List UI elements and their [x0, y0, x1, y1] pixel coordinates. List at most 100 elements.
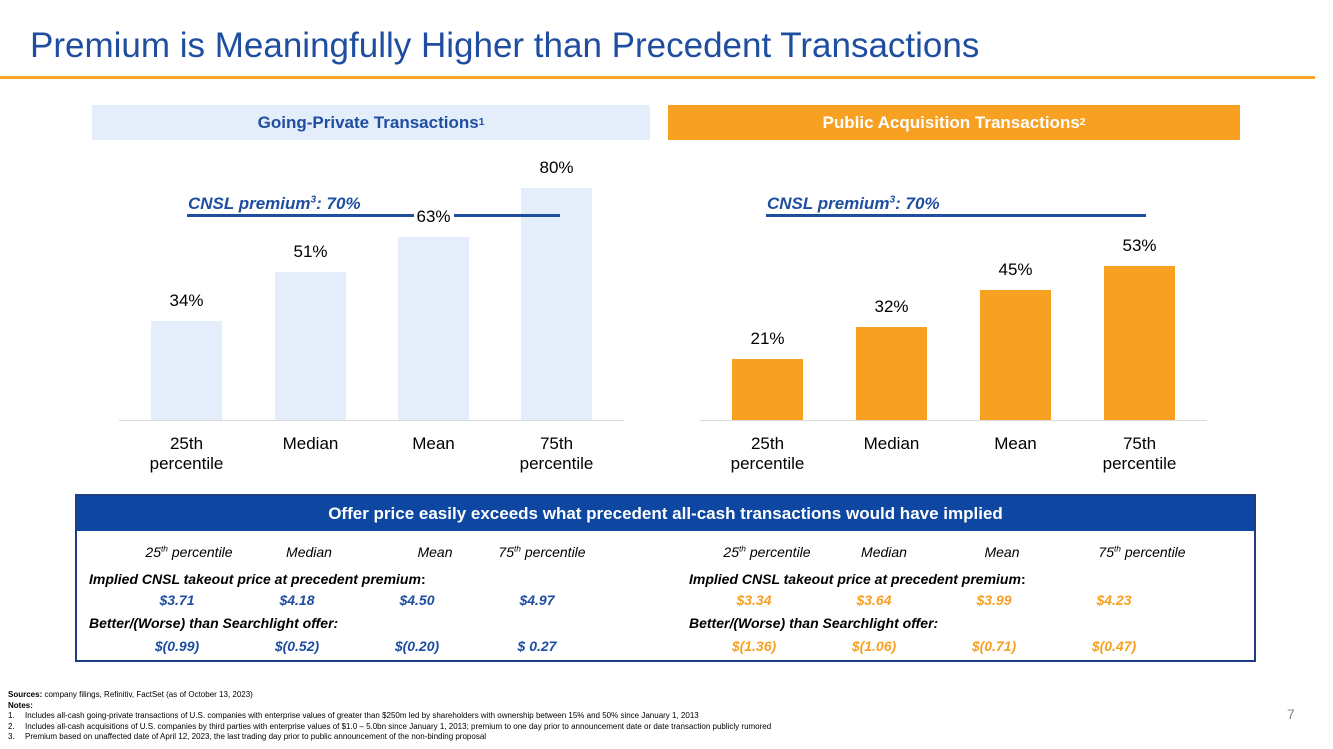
note-text: Includes all-cash going-private transact… — [25, 711, 699, 720]
notes-label: Notes — [8, 700, 31, 710]
page-number: 7 — [1287, 706, 1295, 722]
footnotes: Sources: company filings, Refinitiv, Fac… — [8, 690, 772, 743]
implied-price-label: Implied CNSL takeout price at precedent … — [89, 571, 426, 587]
column-label: 75 — [498, 544, 514, 560]
better-worse-right: $(0.47) — [1091, 638, 1137, 654]
category-line-1: 75th — [1122, 434, 1157, 453]
column-label-suffix: percentile — [1120, 544, 1186, 560]
cnsl-label: CNSL premium — [188, 194, 311, 213]
category-line-2: percentile — [149, 454, 224, 473]
category-line-1: Median — [282, 434, 339, 453]
note-number: 1. — [8, 711, 15, 720]
implied-price-left: $4.18 — [279, 592, 315, 608]
better-worse-left: $(0.20) — [394, 638, 440, 654]
implied-price-label: Implied CNSL takeout price at precedent … — [689, 571, 1026, 587]
footnote-ref: 3 — [310, 194, 317, 206]
bar-3 — [980, 289, 1051, 420]
category-label: Median — [251, 434, 371, 454]
value-label: 53% — [1119, 236, 1160, 257]
bar-1 — [151, 321, 222, 420]
value-label: 34% — [166, 291, 207, 312]
implied-price-left: $3.71 — [159, 592, 195, 608]
x-axis — [700, 420, 1207, 421]
column-header: 75th percentile — [1072, 544, 1212, 560]
cnsl-value: : 70% — [895, 194, 940, 213]
column-header: Median — [239, 544, 379, 560]
public-acquisition-header: Public Acquisition Transactions 2 — [668, 105, 1240, 140]
column-sup: th — [513, 543, 521, 554]
column-header: 75th percentile — [472, 544, 612, 560]
column-header: Median — [814, 544, 954, 560]
category-label: 25th percentile — [127, 434, 247, 474]
column-label: Median — [286, 544, 332, 560]
note-item: 2. Includes all-cash acquisitions of U.S.… — [8, 722, 771, 733]
category-label: Mean — [956, 434, 1076, 454]
going-private-header: Going-Private Transactions 1 — [92, 105, 650, 140]
note-number: 2. — [8, 721, 15, 731]
column-label: Mean — [984, 544, 1020, 560]
column-label: 25 — [145, 544, 161, 560]
value-label: 45% — [995, 259, 1036, 280]
category-line-1: Mean — [412, 434, 455, 453]
value-label: 21% — [747, 329, 788, 350]
better-worse-right: $(0.71) — [971, 638, 1017, 654]
column-label: Mean — [417, 544, 453, 560]
note-text: Premium based on unaffected date of Apri… — [25, 732, 487, 741]
column-label-suffix: percentile — [520, 544, 586, 560]
colon: : — [420, 571, 426, 587]
note-number: 3. — [8, 732, 15, 741]
better-worse-left: $(0.99) — [154, 638, 200, 654]
bar-4 — [521, 188, 592, 420]
note-item: 3. Premium based on unaffected date of Ap… — [8, 732, 771, 743]
column-sup: th — [1113, 543, 1121, 554]
cnsl-value: : 70% — [316, 194, 361, 213]
implied-price-right: $4.23 — [1096, 592, 1132, 608]
category-label: Mean — [374, 434, 494, 454]
cnsl-premium-line-left — [187, 214, 560, 217]
category-label: 25th percentile — [708, 434, 828, 474]
column-label: 75 — [1098, 544, 1114, 560]
colon: : — [1020, 571, 1026, 587]
value-label: 32% — [871, 297, 912, 318]
implied-price-right: $3.64 — [856, 592, 892, 608]
category-line-1: 75th — [539, 434, 574, 453]
category-line-1: Median — [863, 434, 920, 453]
sources-text: company filings, Refinitiv, FactSet (as … — [42, 690, 253, 699]
note-item: 1. Includes all-cash going-private transa… — [8, 711, 771, 722]
cnsl-premium-line-right — [766, 214, 1146, 217]
column-header: 25th percentile — [697, 544, 837, 560]
better-worse-right: $(1.06) — [851, 638, 897, 654]
implied-label-text: Implied CNSL takeout price at precedent … — [689, 571, 1021, 587]
better-worse-label: Better/(Worse) than Searchlight offer: — [689, 615, 939, 631]
column-header: 25th percentile — [119, 544, 259, 560]
column-sup: th — [160, 543, 168, 554]
note-text: Includes all-cash acquisitions of U.S. c… — [25, 721, 772, 731]
better-worse-left: $ 0.27 — [517, 638, 557, 654]
category-line-1: 25th — [169, 434, 204, 453]
implied-price-table: Offer price easily exceeds what preceden… — [75, 494, 1256, 662]
public-acquisition-title: Public Acquisition Transactions — [822, 112, 1080, 132]
title-divider — [0, 76, 1315, 79]
value-label: 51% — [290, 242, 331, 263]
value-label: 80% — [536, 158, 577, 178]
category-line-1: 25th — [750, 434, 785, 453]
implied-label-text: Implied CNSL takeout price at precedent … — [89, 571, 421, 587]
column-label-suffix: percentile — [745, 544, 811, 560]
column-label: Median — [861, 544, 907, 560]
better-worse-right: $(1.36) — [731, 638, 777, 654]
table-header: Offer price easily exceeds what preceden… — [77, 496, 1254, 531]
cnsl-premium-label-left: CNSL premium3: 70% — [188, 194, 361, 214]
bar-4 — [1104, 266, 1175, 420]
bar-3 — [398, 237, 469, 420]
sources-label: Sources: — [8, 690, 43, 699]
column-header: Mean — [365, 544, 505, 560]
bar-1 — [732, 359, 803, 420]
cnsl-premium-label-right: CNSL premium3: 70% — [767, 194, 940, 214]
x-axis — [119, 420, 624, 421]
implied-price-left: $4.97 — [519, 592, 555, 608]
better-worse-left: $(0.52) — [274, 638, 320, 654]
implied-price-right: $3.34 — [736, 592, 772, 608]
value-label: 63% — [413, 207, 454, 228]
category-label: 75th percentile — [497, 434, 617, 474]
category-label: Median — [832, 434, 952, 454]
